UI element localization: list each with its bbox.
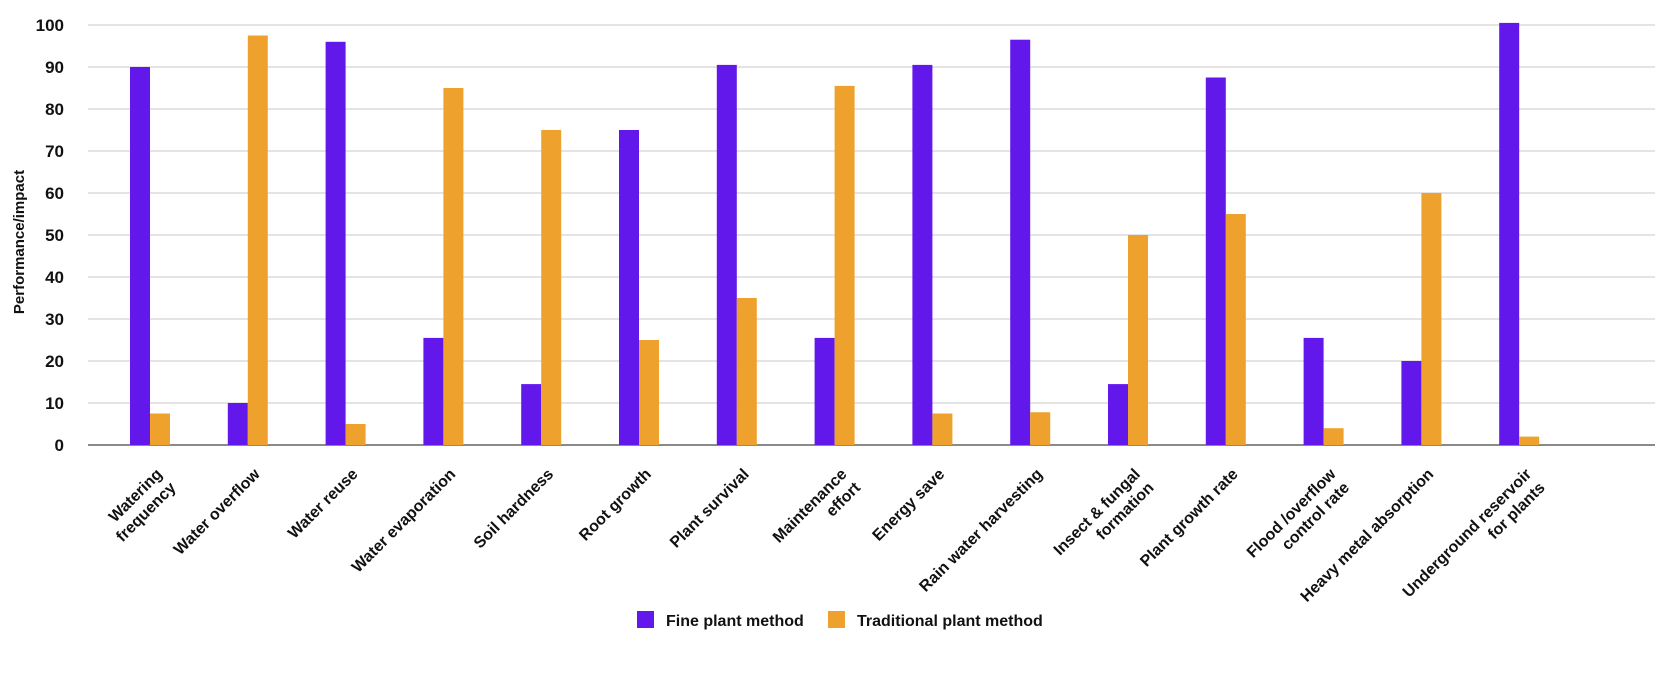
legend-swatch-fine-plant-method [637,611,654,628]
y-tick-label: 40 [45,268,64,287]
bar-fine-plant-method [1108,384,1128,445]
y-tick-label: 90 [45,58,64,77]
y-tick-label: 100 [36,16,64,35]
bar-traditional-plant-method [1128,235,1148,445]
x-category-label: Wateringfrequency [100,466,180,546]
bar-fine-plant-method [1205,77,1226,445]
bar-fine-plant-method [1401,361,1422,445]
bars [130,22,1540,446]
bar-fine-plant-method [716,64,737,446]
x-category-label-line: Soil hardness [471,466,557,552]
bar-traditional-plant-method [1519,436,1540,445]
bar-fine-plant-method [1010,39,1031,445]
x-category-label: Water reuse [285,466,361,542]
bar-fine-plant-method [1303,337,1324,445]
bar-traditional-plant-method [1030,412,1051,445]
legend-label-fine-plant-method: Fine plant method [666,613,804,630]
y-tick-label: 10 [45,394,64,413]
y-tick-label: 0 [55,436,64,455]
x-category-label: Plant survival [667,466,753,552]
x-category-label-line: Energy save [870,466,949,545]
x-category-label-line: Plant survival [667,466,753,552]
y-axis-title: Performance/impact [11,170,28,314]
y-tick-label: 50 [45,226,64,245]
legend-swatch-traditional-plant-method [828,611,845,628]
y-tick-label: 30 [45,310,64,329]
y-tick-label: 70 [45,142,64,161]
x-category-label-line: Water reuse [285,466,361,542]
x-category-label: Soil hardness [471,466,557,552]
bar-fine-plant-method [814,337,835,445]
legend: Fine plant method Traditional plant metho… [637,611,1043,630]
bar-fine-plant-method [619,130,639,445]
x-category-label: Energy save [870,466,949,545]
x-category-label-line: Water evaporation [349,466,459,576]
y-tick-label: 80 [45,100,64,119]
bar-traditional-plant-method [639,340,659,445]
bar-fine-plant-method [423,337,444,445]
bar-traditional-plant-method [932,413,953,445]
bar-fine-plant-method [521,384,542,445]
bar-traditional-plant-method [736,298,757,445]
x-category-label-line: Plant growth rate [1137,466,1241,570]
x-category-label-line: Water overflow [171,465,264,558]
bar-traditional-plant-method [1225,214,1246,445]
bar-fine-plant-method [130,67,150,445]
x-category-label: Root growth [576,466,655,545]
gridlines [88,24,1655,446]
x-category-label: Maintenanceeffort [770,465,865,560]
legend-label-traditional-plant-method: Traditional plant method [857,613,1043,630]
x-category-label: Plant growth rate [1137,466,1241,570]
y-axis-ticks: 0 10 20 30 40 50 60 70 80 90 100 [36,16,64,455]
bar-traditional-plant-method [443,88,464,445]
bar-traditional-plant-method [541,130,562,445]
x-category-label: Water evaporation [349,466,459,576]
y-tick-label: 20 [45,352,64,371]
y-tick-label: 60 [45,184,64,203]
x-category-label: Water overflow [171,465,264,558]
bar-traditional-plant-method [150,413,170,445]
bar-traditional-plant-method [345,424,366,445]
bar-fine-plant-method [325,41,346,446]
bar-traditional-plant-method [247,35,268,445]
bar-fine-plant-method [227,403,248,445]
bar-traditional-plant-method [1323,428,1344,445]
bar-fine-plant-method [1499,22,1520,446]
x-category-label-line: Root growth [576,466,655,545]
bar-fine-plant-method [912,64,933,446]
bar-traditional-plant-method [834,85,855,446]
bar-traditional-plant-method [1421,193,1442,445]
